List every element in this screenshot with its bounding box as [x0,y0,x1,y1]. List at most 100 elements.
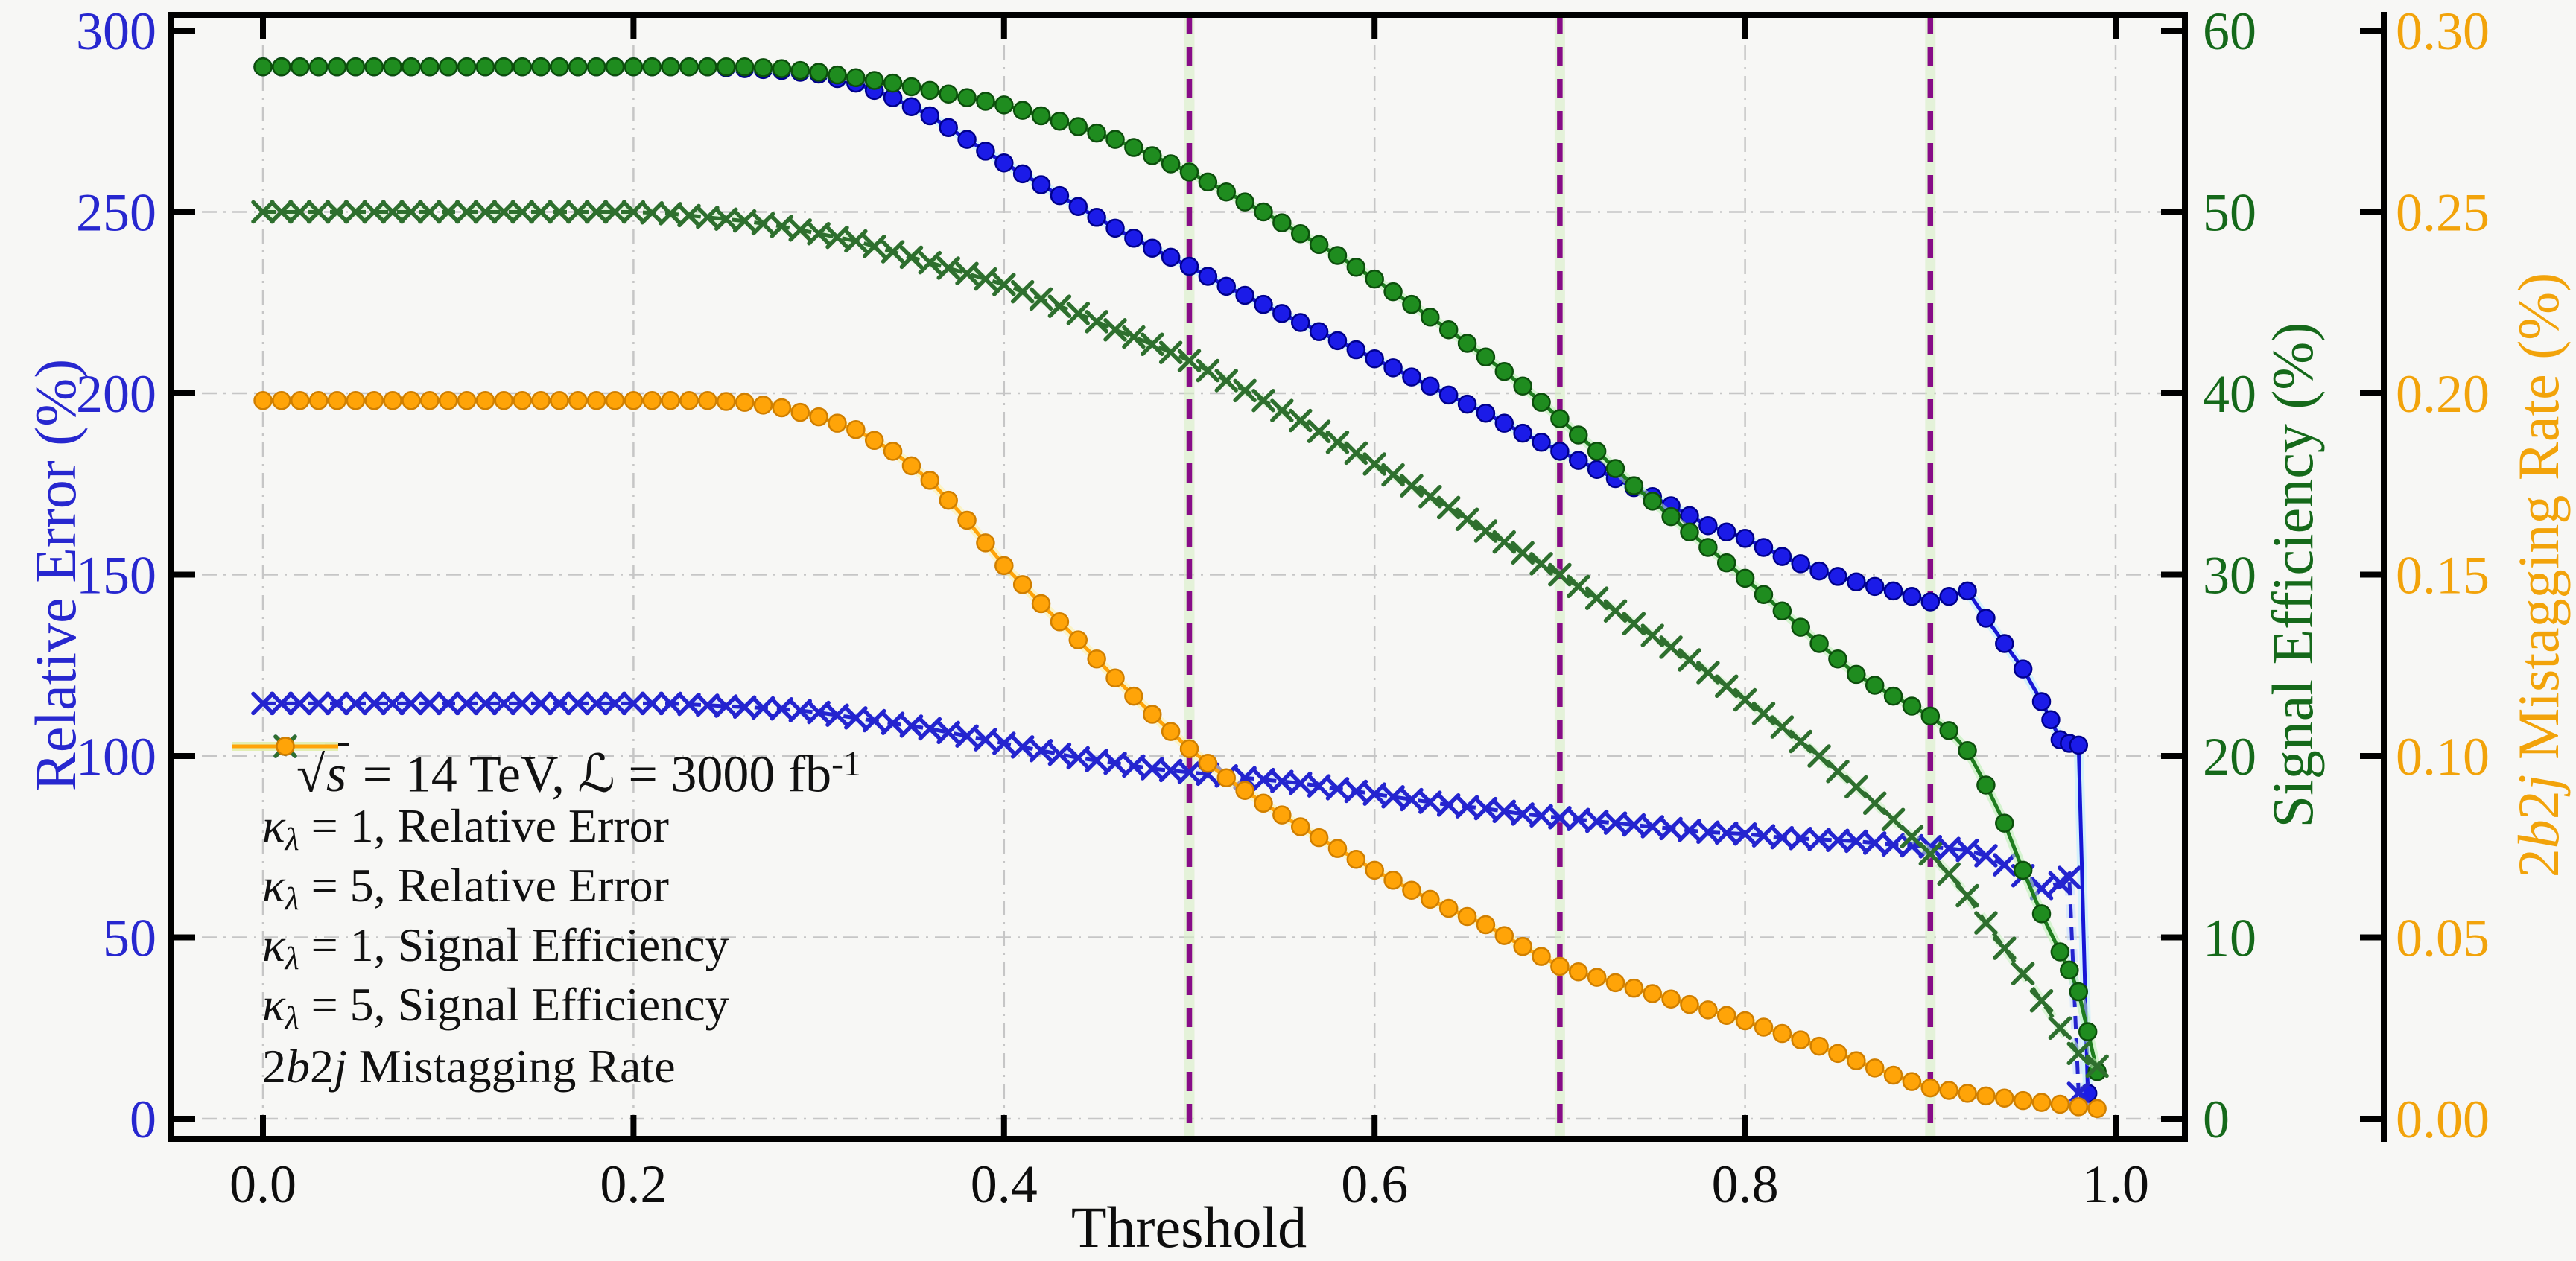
y-tick-labels-left: 0 50 100 150 200 250 300 [76,1,156,1149]
circle-marker [2041,710,2061,730]
x-marker [2048,1016,2072,1040]
x-marker [844,706,868,730]
circle-marker [1883,686,1903,706]
circle-marker [1327,839,1348,858]
x-marker [288,691,312,716]
x-tick-labels: 0.0 0.2 0.4 0.6 0.8 1.0 [229,1154,2149,1214]
x-marker [362,691,386,716]
circle-marker [1902,1072,1922,1091]
circle-marker [1809,634,1829,653]
y-tick-label: 0.05 [2396,909,2490,968]
series-markers-rel-err-k5 [251,691,2091,1105]
x-marker [696,206,720,229]
circle-marker [2069,735,2089,755]
x-marker [1381,785,1405,809]
circle-marker [1290,223,1310,244]
y-tick-label: 150 [76,546,156,606]
circle-marker [420,390,440,410]
x-marker [1529,552,1553,576]
circle-marker [1680,994,1699,1014]
circle-marker [1476,404,1496,423]
circle-marker [1179,256,1199,276]
x-marker [343,200,368,224]
circle-marker [475,57,495,77]
circle-marker [253,57,273,77]
circle-marker [346,57,366,77]
circle-marker [1939,721,1958,740]
circle-marker [1513,376,1532,396]
x-marker [566,200,590,224]
circle-marker [494,390,514,410]
x-marker [1251,388,1275,413]
x-marker [677,203,701,228]
circle-marker [1716,1006,1736,1025]
x-marker [1233,378,1257,403]
x-marker [1141,757,1164,781]
circle-marker [1143,146,1162,165]
x-tick-label: 0.2 [600,1154,667,1214]
circle-marker [1050,185,1070,206]
circle-marker [2031,904,2052,924]
circle-marker [1050,612,1070,632]
x-marker [1900,825,1924,849]
x-marker [1974,911,1998,935]
circle-marker [1532,432,1551,452]
circle-marker [2050,942,2070,962]
circle-marker [1254,793,1273,813]
circle-marker [1624,476,1644,495]
x-marker [1085,749,1108,772]
x-marker [881,711,905,735]
x-marker [1122,325,1146,349]
x-marker [918,250,942,275]
circle-marker [1383,282,1403,302]
x-marker [621,691,646,716]
circle-marker [1290,313,1310,332]
circle-marker [1847,572,1866,591]
circle-marker [1365,860,1384,880]
x-marker [2066,1081,2091,1105]
circle-marker [976,533,995,553]
circle-marker [531,57,551,77]
y-tick-label: 200 [76,364,156,424]
circle-marker [1346,258,1366,277]
circle-marker [864,431,884,451]
x-marker [714,207,738,231]
circle-marker [1235,285,1254,305]
x-marker [825,703,849,727]
y-tick-label: 10 [2203,909,2256,968]
x-marker [1807,744,1831,768]
circle-marker [1031,106,1051,126]
x-marker [1010,279,1035,304]
circle-marker [1902,696,1922,716]
circle-marker [1550,442,1570,461]
x-marker [399,691,423,716]
circle-marker [1624,978,1644,998]
circle-marker [457,57,477,77]
circle-marker [735,393,755,412]
circle-marker [383,390,402,410]
series-rel-err-k1 [253,57,2098,1103]
circle-marker [957,88,977,107]
circle-marker [1605,973,1625,993]
circle-marker [1754,538,1774,557]
x-marker [436,200,460,224]
circle-marker [753,396,773,415]
circle-marker [957,510,977,530]
x-marker [1381,463,1405,487]
legend-item-sig-eff-k1: κλ = 1, Signal Efficiency [229,737,861,977]
y-tick-label: 0.10 [2396,727,2490,787]
circle-marker [1995,813,2014,833]
x-marker [992,273,1016,296]
circle-marker [661,390,680,410]
circle-marker [994,556,1014,576]
x-marker [1473,796,1498,821]
circle-marker [2069,1097,2089,1117]
y-axis-title-right-efficiency: Signal Efficiency (%) [2260,322,2325,828]
circle-marker [1031,594,1051,614]
x-marker [603,200,627,224]
circle-marker [568,390,588,410]
y-axis-title-left: Relative Error (%) [23,358,88,792]
circle-marker [1569,451,1588,470]
circle-marker [1587,460,1607,480]
circle-marker [1716,522,1736,542]
